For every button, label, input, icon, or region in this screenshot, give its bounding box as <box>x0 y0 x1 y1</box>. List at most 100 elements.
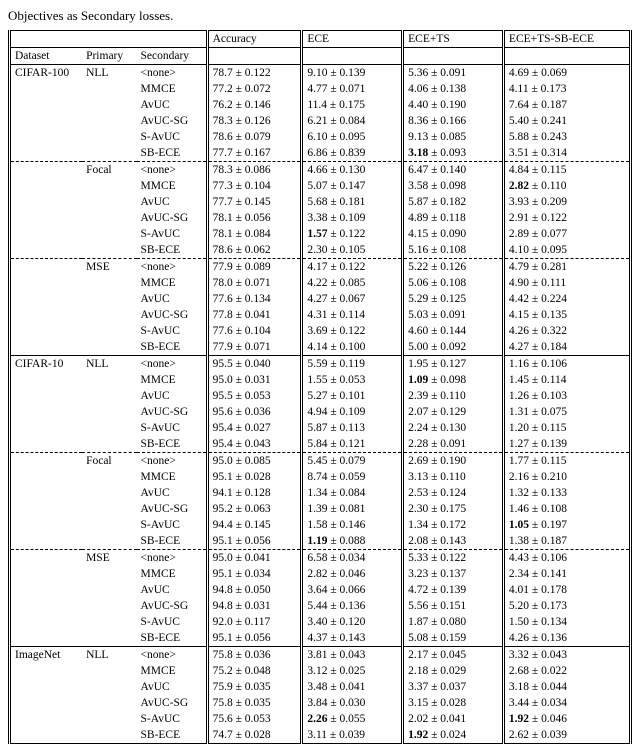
cell-dataset <box>10 226 83 242</box>
table-row: SB-ECE95.4 ± 0.0435.84 ± 0.1212.28 ± 0.0… <box>10 436 631 453</box>
cell-ecetssb: 3.18 ± 0.044 <box>503 679 630 695</box>
table-row: S-AvUC78.1 ± 0.0841.57 ± 0.1224.15 ± 0.0… <box>10 226 631 242</box>
cell-dataset <box>10 291 83 307</box>
cell-ecets: 2.18 ± 0.029 <box>403 663 504 679</box>
cell-secondary: <none> <box>137 65 208 82</box>
cell-secondary: <none> <box>137 647 208 664</box>
cell-acc: 76.2 ± 0.146 <box>207 97 302 113</box>
cell-ecetssb: 4.27 ± 0.184 <box>503 339 630 356</box>
cell-ecetssb: 4.10 ± 0.095 <box>503 242 630 259</box>
cell-primary <box>82 210 136 226</box>
table-row: CIFAR-100NLL<none>78.7 ± 0.1229.10 ± 0.1… <box>10 65 631 82</box>
cell-acc: 95.4 ± 0.043 <box>207 436 302 453</box>
table-row: MMCE95.1 ± 0.0288.74 ± 0.0593.13 ± 0.110… <box>10 469 631 485</box>
table-row: SB-ECE74.7 ± 0.0283.11 ± 0.0391.92 ± 0.0… <box>10 727 631 744</box>
cell-secondary: SB-ECE <box>137 242 208 259</box>
cell-dataset <box>10 436 83 453</box>
cell-ecetssb: 2.62 ± 0.039 <box>503 727 630 744</box>
table-row: MSE<none>95.0 ± 0.0416.58 ± 0.0345.33 ± … <box>10 550 631 567</box>
cell-primary <box>82 630 136 647</box>
cell-ece: 1.34 ± 0.084 <box>302 485 403 501</box>
cell-primary <box>82 178 136 194</box>
cell-dataset <box>10 97 83 113</box>
cell-primary <box>82 194 136 210</box>
cell-ecets: 2.69 ± 0.190 <box>403 453 504 470</box>
cell-ece: 8.74 ± 0.059 <box>302 469 403 485</box>
table-row: SB-ECE95.1 ± 0.0564.37 ± 0.1435.08 ± 0.1… <box>10 630 631 647</box>
cell-ece: 3.38 ± 0.109 <box>302 210 403 226</box>
table-row: AvUC77.6 ± 0.1344.27 ± 0.0675.29 ± 0.125… <box>10 291 631 307</box>
cell-ece: 1.39 ± 0.081 <box>302 501 403 517</box>
cell-ecets: 2.17 ± 0.045 <box>403 647 504 664</box>
cell-primary: NLL <box>82 647 136 664</box>
cell-ecets: 5.87 ± 0.182 <box>403 194 504 210</box>
cell-primary <box>82 663 136 679</box>
cell-ecets: 3.18 ± 0.093 <box>403 145 504 162</box>
cell-acc: 94.4 ± 0.145 <box>207 517 302 533</box>
table-row: MMCE95.1 ± 0.0342.82 ± 0.0463.23 ± 0.137… <box>10 566 631 582</box>
cell-dataset <box>10 372 83 388</box>
cell-ecetssb: 4.26 ± 0.322 <box>503 323 630 339</box>
cell-acc: 75.2 ± 0.048 <box>207 663 302 679</box>
cell-dataset <box>10 501 83 517</box>
cell-dataset <box>10 210 83 226</box>
table-row: S-AvUC95.4 ± 0.0275.87 ± 0.1132.24 ± 0.1… <box>10 420 631 436</box>
cell-ecetssb: 3.93 ± 0.209 <box>503 194 630 210</box>
cell-secondary: AvUC <box>137 291 208 307</box>
cell-dataset <box>10 259 83 276</box>
cell-dataset <box>10 582 83 598</box>
cell-ecets: 5.56 ± 0.151 <box>403 598 504 614</box>
cell-primary <box>82 339 136 356</box>
cell-ece: 3.12 ± 0.025 <box>302 663 403 679</box>
table-row: MMCE75.2 ± 0.0483.12 ± 0.0252.18 ± 0.029… <box>10 663 631 679</box>
table-row: Focal<none>78.3 ± 0.0864.66 ± 0.1306.47 … <box>10 162 631 179</box>
cell-acc: 78.6 ± 0.079 <box>207 129 302 145</box>
cell-secondary: <none> <box>137 356 208 373</box>
table-row: MMCE78.0 ± 0.0714.22 ± 0.0855.06 ± 0.108… <box>10 275 631 291</box>
cell-ecets: 4.72 ± 0.139 <box>403 582 504 598</box>
cell-ecets: 2.28 ± 0.091 <box>403 436 504 453</box>
cell-ecets: 3.37 ± 0.037 <box>403 679 504 695</box>
cell-ecetssb: 5.20 ± 0.173 <box>503 598 630 614</box>
col-primary: Primary <box>82 48 136 65</box>
cell-acc: 78.3 ± 0.126 <box>207 113 302 129</box>
cell-ecetssb: 1.77 ± 0.115 <box>503 453 630 470</box>
cell-acc: 95.5 ± 0.053 <box>207 388 302 404</box>
cell-dataset: CIFAR-10 <box>10 356 83 373</box>
cell-acc: 77.6 ± 0.104 <box>207 323 302 339</box>
cell-dataset <box>10 550 83 567</box>
cell-primary <box>82 291 136 307</box>
cell-ecets: 1.92 ± 0.024 <box>403 727 504 744</box>
cell-primary <box>82 372 136 388</box>
cell-acc: 95.0 ± 0.085 <box>207 453 302 470</box>
cell-primary <box>82 727 136 744</box>
cell-acc: 78.0 ± 0.071 <box>207 275 302 291</box>
cell-ece: 3.81 ± 0.043 <box>302 647 403 664</box>
cell-acc: 94.8 ± 0.050 <box>207 582 302 598</box>
cell-secondary: S-AvUC <box>137 323 208 339</box>
cell-secondary: <none> <box>137 162 208 179</box>
cell-acc: 77.3 ± 0.104 <box>207 178 302 194</box>
cell-secondary: AvUC <box>137 679 208 695</box>
cell-acc: 78.1 ± 0.084 <box>207 226 302 242</box>
cell-secondary: S-AvUC <box>137 517 208 533</box>
cell-acc: 94.1 ± 0.128 <box>207 485 302 501</box>
cell-ecets: 5.00 ± 0.092 <box>403 339 504 356</box>
cell-acc: 78.6 ± 0.062 <box>207 242 302 259</box>
cell-acc: 77.7 ± 0.167 <box>207 145 302 162</box>
table-caption: Objectives as Secondary losses. <box>8 8 632 24</box>
cell-acc: 95.0 ± 0.041 <box>207 550 302 567</box>
table-row: AvUC76.2 ± 0.14611.4 ± 0.1754.40 ± 0.190… <box>10 97 631 113</box>
cell-dataset <box>10 275 83 291</box>
cell-ecets: 5.36 ± 0.091 <box>403 65 504 82</box>
cell-ecetssb: 4.90 ± 0.111 <box>503 275 630 291</box>
table-row: S-AvUC75.6 ± 0.0532.26 ± 0.0552.02 ± 0.0… <box>10 711 631 727</box>
cell-ecetssb: 5.88 ± 0.243 <box>503 129 630 145</box>
cell-ecets: 3.58 ± 0.098 <box>403 178 504 194</box>
cell-ece: 4.77 ± 0.071 <box>302 81 403 97</box>
cell-primary <box>82 242 136 259</box>
cell-ece: 11.4 ± 0.175 <box>302 97 403 113</box>
cell-secondary: <none> <box>137 259 208 276</box>
cell-ece: 1.57 ± 0.122 <box>302 226 403 242</box>
cell-ecetssb: 1.32 ± 0.133 <box>503 485 630 501</box>
